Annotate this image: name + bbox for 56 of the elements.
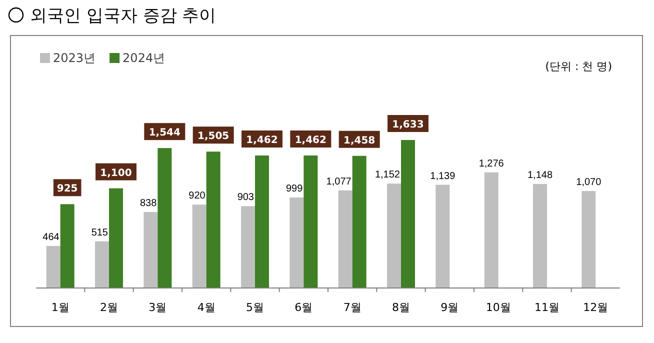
x-tick-label: 6월	[294, 301, 313, 314]
bar	[144, 212, 158, 288]
legend-label: 2024년	[122, 51, 166, 65]
bar	[436, 184, 450, 288]
x-tick-label: 9월	[440, 301, 459, 314]
data-label: 1,139	[430, 170, 456, 182]
data-label: 1,462	[246, 135, 278, 146]
data-label: 1,544	[148, 128, 181, 139]
data-label: 920	[188, 190, 206, 202]
bar	[338, 190, 352, 288]
bar	[60, 204, 74, 288]
x-tick-label: 12월	[583, 301, 608, 314]
data-label: 1,148	[527, 170, 553, 181]
bar	[533, 184, 547, 288]
data-label: 999	[286, 183, 304, 194]
data-label: 838	[140, 198, 158, 210]
data-label: 1,458	[344, 135, 376, 146]
chart-title: 외국인 입국자 증감 추이	[30, 6, 216, 26]
legend-label: 2023년	[53, 51, 96, 65]
data-label: 1,633	[392, 120, 424, 130]
data-label: 1,070	[576, 177, 602, 188]
bar	[484, 172, 498, 288]
data-label: 903	[237, 192, 254, 204]
bar	[255, 156, 269, 288]
bar	[290, 197, 304, 288]
bar	[401, 140, 415, 288]
bar	[304, 156, 318, 288]
data-label: 1,462	[294, 135, 327, 146]
x-tick-label: 5월	[246, 301, 264, 314]
x-tick-label: 1월	[51, 301, 70, 314]
bar	[582, 191, 596, 288]
bar	[109, 188, 123, 288]
data-label: 1,505	[198, 131, 230, 142]
data-label: 515	[91, 227, 108, 238]
x-tick-label: 3월	[148, 301, 167, 314]
data-label: 1,152	[374, 170, 400, 181]
data-label: 464	[42, 232, 60, 243]
x-tick-label: 8월	[392, 301, 410, 314]
bar	[192, 204, 206, 288]
bar	[387, 184, 401, 288]
bar	[241, 206, 255, 288]
bar	[46, 246, 60, 288]
data-label: 925	[56, 184, 78, 195]
x-tick-label: 11월	[534, 301, 560, 314]
data-label: 1,077	[326, 176, 352, 188]
bar	[206, 152, 220, 288]
text: (단위 : 천 명)	[545, 60, 612, 73]
bar	[352, 156, 366, 288]
data-label: 1,100	[100, 168, 132, 179]
x-tick-label: 7월	[343, 301, 362, 314]
bar	[95, 241, 109, 288]
data-label: 1,276	[478, 158, 504, 170]
x-tick-label: 2월	[100, 301, 118, 314]
x-tick-label: 10월	[486, 301, 511, 314]
bar	[158, 148, 172, 288]
x-tick-label: 4월	[197, 301, 216, 314]
